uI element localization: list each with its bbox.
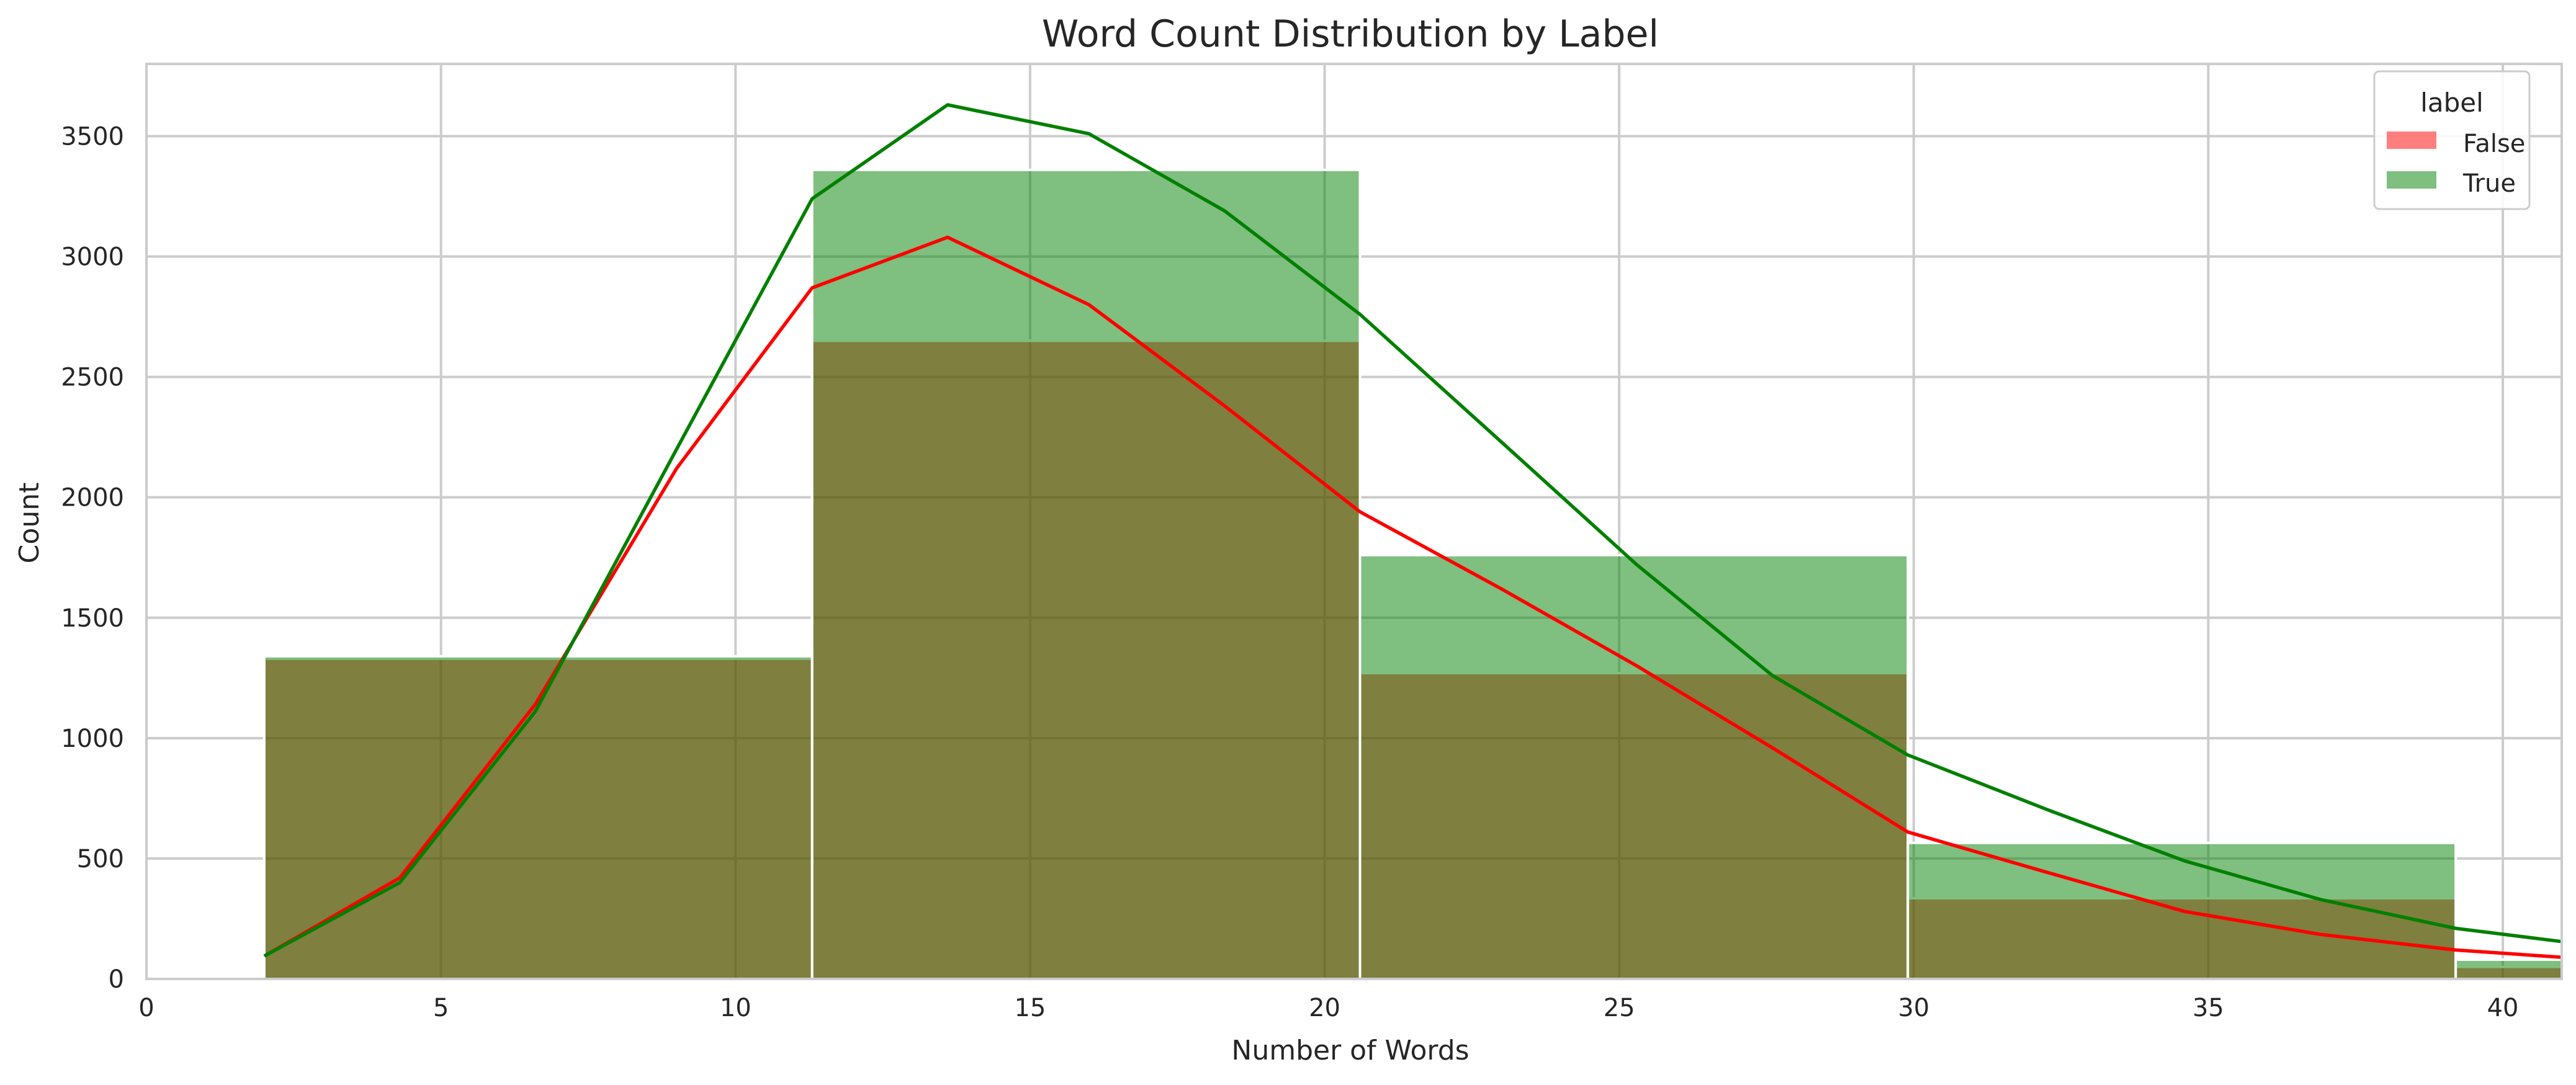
- y-tick-label: 3000: [61, 243, 124, 272]
- x-axis-title: Number of Words: [1231, 1035, 1469, 1066]
- legend-label-true: True: [2462, 169, 2516, 198]
- y-tick-label: 2000: [61, 484, 124, 512]
- kde-curves: [263, 103, 2562, 959]
- legend-label-false: False: [2463, 130, 2525, 158]
- y-tick-labels: 0 500 1000 1500 2000 2500 3000 3500: [61, 122, 124, 994]
- y-tick-label: 1000: [61, 725, 124, 753]
- x-tick-label: 35: [2192, 994, 2224, 1022]
- x-tick-label: 20: [1309, 994, 1340, 1022]
- kde-line-false: [263, 235, 2562, 959]
- legend: label False True: [2373, 70, 2531, 210]
- y-tick-label: 3500: [61, 122, 124, 151]
- legend-title: label: [2420, 87, 2484, 118]
- bar-true-1: [810, 168, 1362, 981]
- plot-frame: [145, 63, 2563, 980]
- bar-true-2: [1358, 553, 1910, 980]
- x-tick-label: 30: [1898, 994, 1929, 1022]
- y-tick-label: 2500: [61, 364, 124, 392]
- x-tick-labels: 0 5 10 15 20 25 30 35 40: [138, 994, 2518, 1022]
- x-tick-label: 5: [433, 994, 449, 1022]
- x-tick-label: 0: [138, 994, 154, 1022]
- legend-swatch-false: [2387, 132, 2436, 149]
- legend-swatch-true: [2387, 171, 2436, 189]
- x-tick-label: 25: [1604, 994, 1635, 1022]
- x-tick-label: 40: [2487, 994, 2519, 1022]
- y-tick-label: 0: [109, 965, 124, 994]
- bar-true-4: [2454, 958, 2563, 981]
- chart-title: Word Count Distribution by Label: [1042, 12, 1659, 56]
- bar-true-0: [263, 654, 814, 980]
- histogram-bars: [263, 168, 2563, 981]
- y-tick-label: 1500: [61, 604, 124, 633]
- y-axis-title: Count: [14, 483, 45, 564]
- kde-line-true: [263, 103, 2562, 958]
- x-tick-label: 15: [1014, 994, 1046, 1022]
- x-tick-label: 10: [720, 994, 752, 1022]
- y-tick-label: 500: [77, 845, 124, 873]
